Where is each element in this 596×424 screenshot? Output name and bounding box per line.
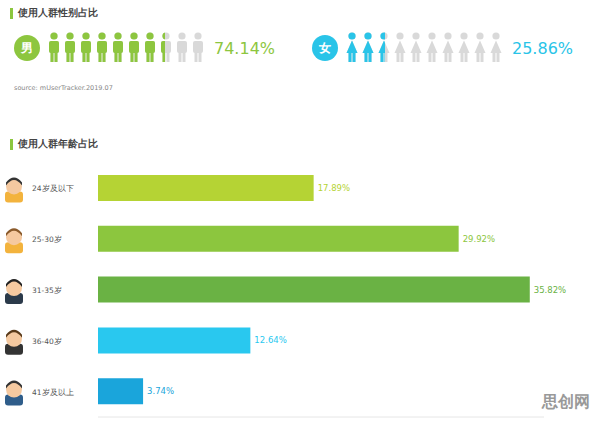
svg-text:31-35岁: 31-35岁 — [32, 286, 62, 295]
html-text:思创网: 思创网 — [542, 392, 590, 411]
html-text:74.14%: 74.14% — [214, 38, 275, 58]
html-text:女: 女 — [319, 40, 331, 55]
svg-text:3.74%: 3.74% — [147, 386, 174, 396]
svg-text:17.89%: 17.89% — [318, 183, 350, 193]
html-text:source: mUserTracker.2019.07: source: mUserTracker.2019.07 — [14, 84, 113, 92]
html-text:使用人群性别占比: 使用人群性别占比 — [18, 7, 98, 18]
html-text:男: 男 — [21, 40, 33, 55]
svg-text:25-30岁: 25-30岁 — [32, 235, 62, 244]
html-text:25.86%: 25.86% — [512, 38, 573, 58]
svg-text:35.82%: 35.82% — [534, 285, 566, 295]
svg-text:36-40岁: 36-40岁 — [32, 337, 62, 346]
svg-text:24岁及以下: 24岁及以下 — [32, 184, 74, 193]
svg-text:29.92%: 29.92% — [463, 234, 495, 244]
svg-text:12.64%: 12.64% — [254, 335, 286, 345]
html-text:使用人群年龄占比: 使用人群年龄占比 — [18, 138, 98, 149]
svg-text:41岁及以上: 41岁及以上 — [32, 388, 74, 397]
